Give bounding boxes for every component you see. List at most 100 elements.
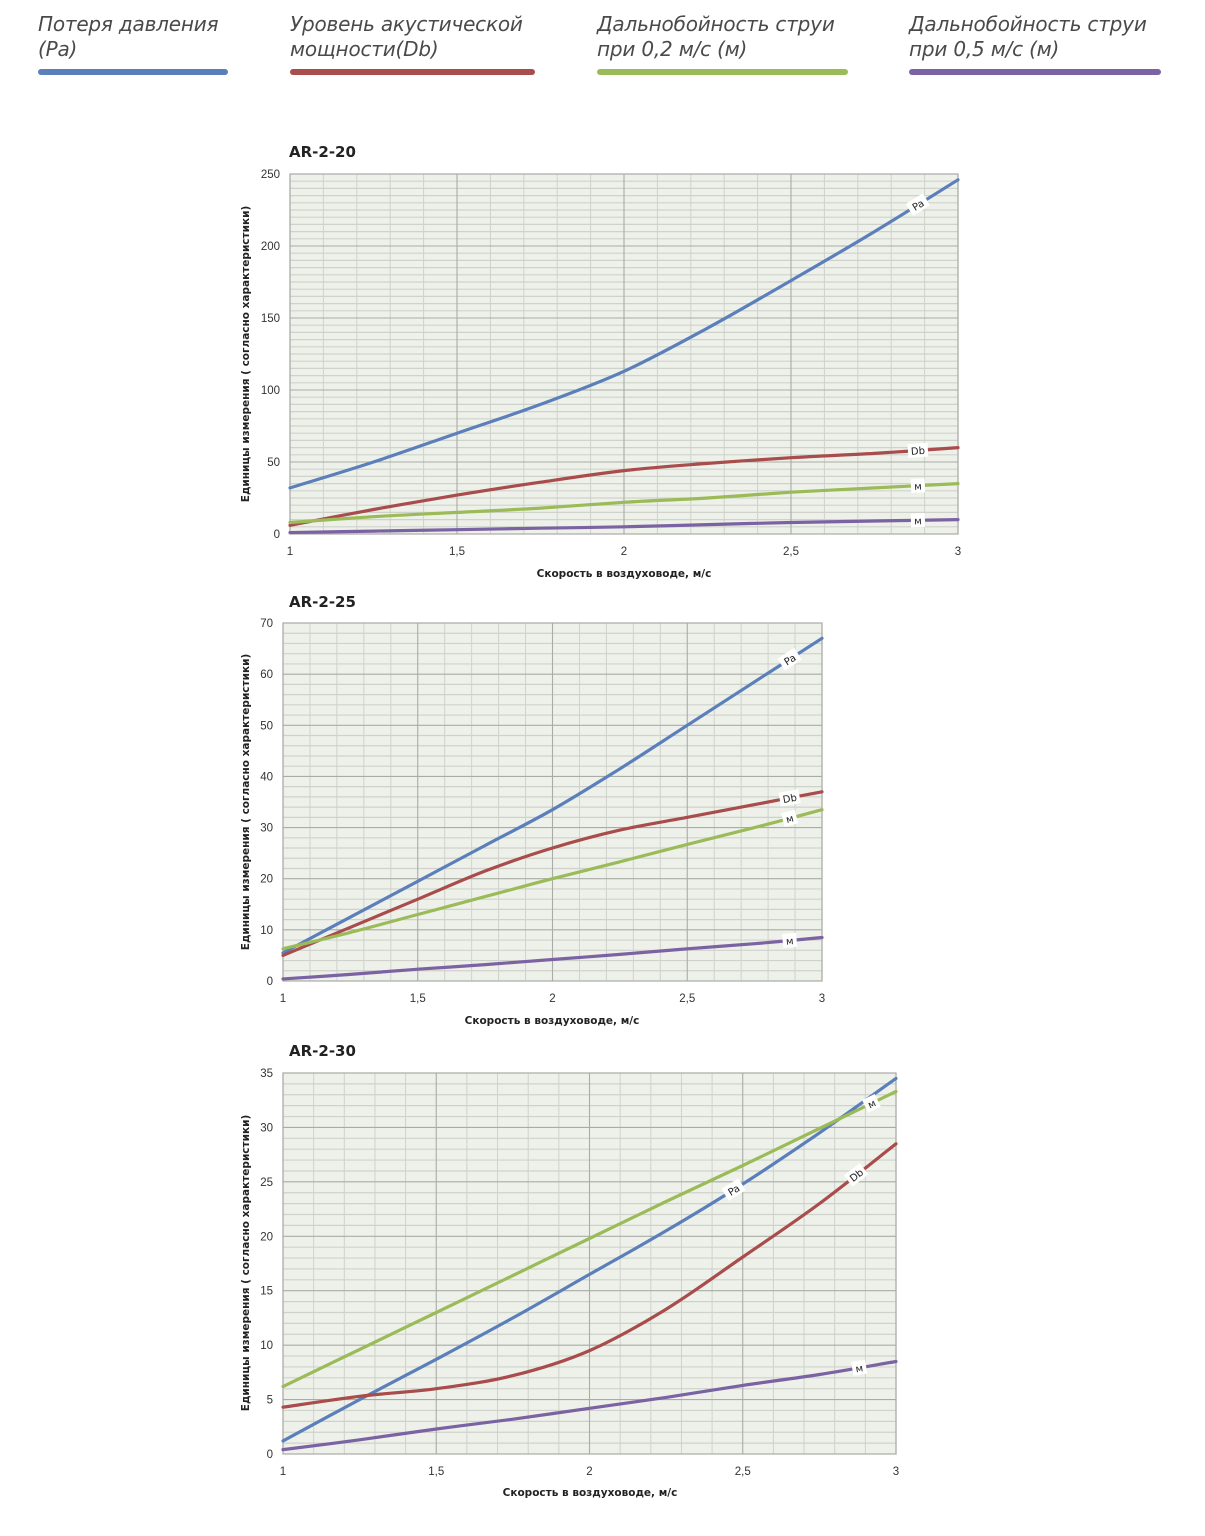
- legend-item-pressure-loss: Потеря давления (Pa): [38, 12, 228, 75]
- series-line-3: [281, 1359, 898, 1452]
- y-tick-label: 250: [261, 169, 280, 181]
- legend-swatch: [597, 69, 848, 75]
- x-tick-label: 1,5: [410, 993, 426, 1005]
- x-tick-label: 3: [819, 993, 825, 1005]
- y-tick-label: 0: [267, 976, 273, 988]
- series-label-text: м: [866, 1098, 878, 1111]
- legend-item-throw-02: Дальнобойность струи при 0,2 м/с (м): [597, 12, 848, 75]
- series-label: Db: [778, 789, 801, 807]
- x-tick-label: 2: [586, 1466, 592, 1478]
- legend-label: Уровень акустической мощности(Db): [290, 12, 523, 61]
- chart-title: AR-2-30: [289, 1042, 356, 1060]
- series-label-text: Pa: [911, 198, 927, 214]
- x-axis-label: Скорость в воздуховоде, м/с: [537, 568, 712, 580]
- y-tick-label: 50: [260, 720, 273, 732]
- plot-border: [282, 1072, 897, 1455]
- y-tick-label: 25: [260, 1177, 273, 1189]
- y-tick-label: 35: [260, 1068, 273, 1080]
- y-tick-label: 10: [260, 1340, 273, 1352]
- chart-ar-2-20: AR-2-20 Скорость в воздуховоде, м/с Един…: [240, 143, 961, 580]
- series-label: Pa: [721, 1178, 746, 1201]
- x-tick-label: 2: [549, 993, 555, 1005]
- series-label-backdrop: [910, 513, 926, 528]
- series-label-backdrop: [851, 1359, 868, 1376]
- series-label-text: Pa: [726, 1183, 742, 1199]
- x-tick-label: 2,5: [783, 546, 799, 558]
- plot-area: [282, 1072, 897, 1455]
- series-line-2: [281, 808, 824, 951]
- y-tick-label: 150: [261, 313, 280, 325]
- series-label: м: [862, 1094, 881, 1113]
- y-tick-label: 20: [260, 1231, 273, 1243]
- x-tick-label: 2,5: [679, 993, 695, 1005]
- series-line-1: [288, 446, 960, 527]
- legend: Потеря давления (Pa) Уровень акустическо…: [0, 12, 1205, 82]
- series-label: м: [782, 932, 798, 949]
- y-tick-label: 0: [267, 1449, 273, 1461]
- plot-border: [282, 622, 823, 982]
- y-tick-label: 5: [267, 1395, 273, 1407]
- plot-border: [289, 173, 959, 535]
- series-label-backdrop: [778, 789, 801, 807]
- series-label-text: Pa: [783, 653, 799, 669]
- y-tick-label: 10: [260, 925, 273, 937]
- y-axis-label: Единицы измерения ( согласно характерист…: [240, 206, 252, 502]
- series-label-backdrop: [721, 1178, 746, 1201]
- y-tick-label: 40: [260, 771, 273, 783]
- legend-label: Дальнобойность струи при 0,2 м/с (м): [597, 12, 835, 61]
- series-label-backdrop: [862, 1094, 881, 1113]
- y-tick-label: 70: [260, 618, 273, 630]
- y-tick-label: 0: [274, 529, 280, 541]
- series-label-text: Db: [782, 793, 798, 806]
- series-label-text: м: [785, 813, 795, 826]
- y-tick-label: 50: [267, 457, 280, 469]
- x-tick-label: 1: [280, 1466, 286, 1478]
- chart-title: AR-2-25: [289, 593, 356, 611]
- series-label: м: [910, 478, 926, 494]
- legend-label: Дальнобойность струи при 0,5 м/с (м): [909, 12, 1147, 61]
- legend-item-throw-05: Дальнобойность струи при 0,5 м/с (м): [909, 12, 1161, 75]
- legend-label: Потеря давления (Pa): [38, 12, 219, 61]
- series-label-text: м: [855, 1363, 864, 1375]
- chart-title: AR-2-20: [289, 143, 356, 161]
- series-line-0: [288, 178, 960, 490]
- series-line-2: [288, 482, 960, 525]
- x-tick-label: 3: [893, 1466, 899, 1478]
- series-label: м: [910, 513, 926, 528]
- y-tick-label: 200: [261, 241, 280, 253]
- series-label-text: м: [786, 936, 795, 948]
- series-line-3: [281, 935, 824, 981]
- y-tick-label: 30: [260, 823, 273, 835]
- chart-ar-2-30: AR-2-30 Скорость в воздуховоде, м/с Един…: [240, 1042, 899, 1499]
- x-tick-label: 1: [287, 546, 293, 558]
- y-axis-label: Единицы измерения ( согласно характерист…: [240, 1115, 252, 1411]
- y-tick-label: 60: [260, 669, 273, 681]
- series-label: м: [781, 809, 799, 827]
- series-label-backdrop: [910, 478, 926, 494]
- plot-area: [289, 173, 959, 535]
- x-tick-label: 1,5: [428, 1466, 444, 1478]
- y-tick-label: 100: [261, 385, 280, 397]
- series-line-0: [281, 636, 824, 955]
- series-line-2: [281, 1089, 898, 1389]
- series-label-backdrop: [782, 932, 798, 949]
- x-axis-label: Скорость в воздуховоде, м/с: [465, 1015, 640, 1027]
- x-tick-label: 2: [621, 546, 627, 558]
- series-line-0: [281, 1076, 898, 1443]
- series-label-backdrop: [907, 442, 929, 459]
- y-tick-label: 15: [260, 1286, 273, 1298]
- series-label: м: [851, 1359, 868, 1376]
- series-label: Db: [907, 442, 929, 459]
- series-label-text: м: [914, 516, 922, 527]
- x-tick-label: 2,5: [735, 1466, 751, 1478]
- x-tick-label: 3: [955, 546, 961, 558]
- series-label: Pa: [777, 647, 802, 671]
- x-tick-label: 1: [280, 993, 286, 1005]
- y-tick-label: 30: [260, 1122, 273, 1134]
- series-label-backdrop: [781, 809, 799, 827]
- legend-item-acoustic-power: Уровень акустической мощности(Db): [290, 12, 535, 75]
- series-label-backdrop: [777, 647, 802, 671]
- series-label-text: Db: [911, 446, 926, 458]
- series-label-backdrop: [905, 193, 931, 216]
